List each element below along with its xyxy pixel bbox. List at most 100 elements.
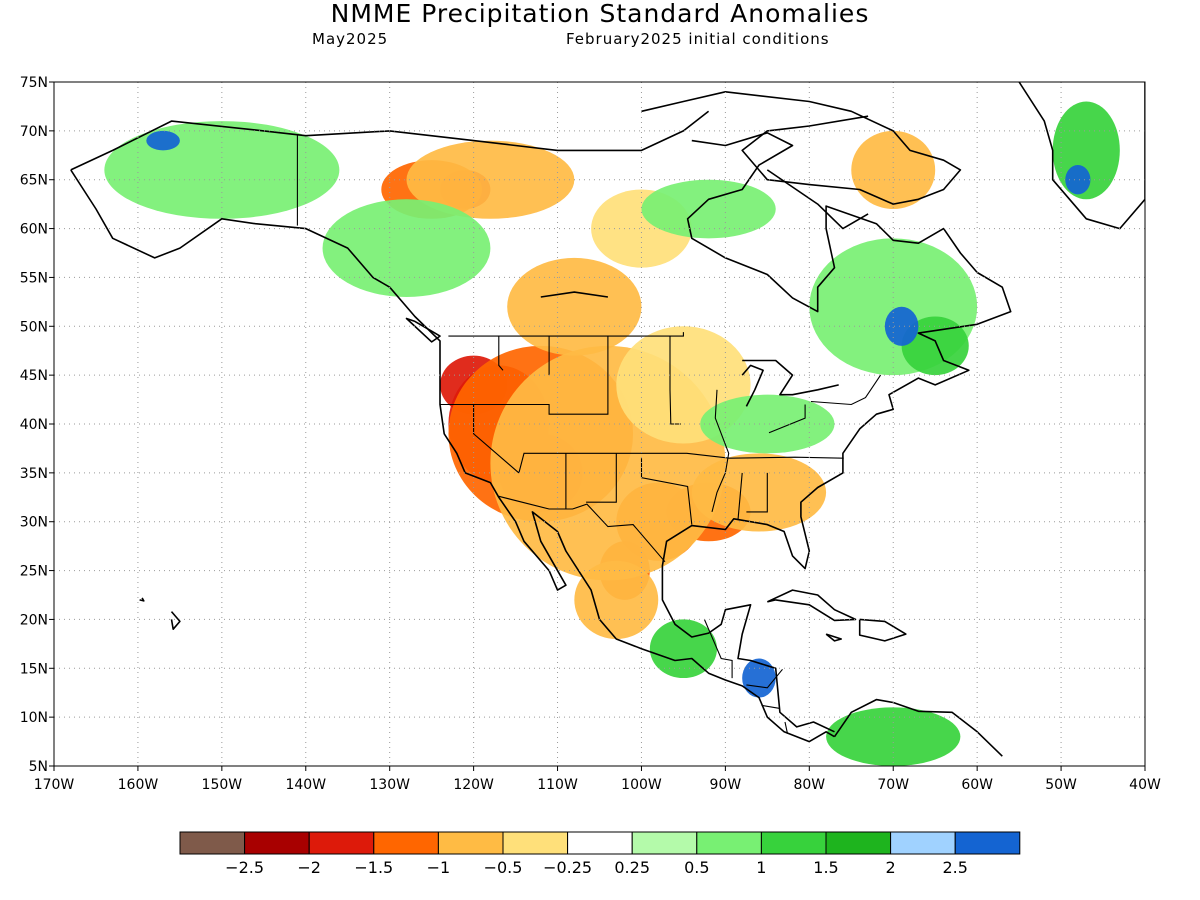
- lon-tick-label: 170W: [34, 777, 75, 793]
- lon-tick-label: 130W: [369, 777, 410, 793]
- anomaly-region-dry-light: [507, 257, 642, 356]
- lon-tick-label: 70W: [877, 777, 909, 793]
- colorbar-label: −0.5: [484, 858, 523, 877]
- anomaly-region-wet-strong: [1065, 165, 1091, 195]
- colorbar-swatch: [954, 831, 1021, 855]
- lat-tick-label: 25N: [20, 564, 48, 580]
- colorbar-swatch: [308, 831, 375, 855]
- colorbar-label: −0.25: [543, 858, 592, 877]
- coastline-segment: [70, 169, 835, 743]
- anomaly-region-wet-strong: [884, 306, 919, 346]
- anomaly-region-wet-light: [641, 179, 776, 239]
- political-boundary: [784, 721, 789, 734]
- colorbar-swatch: [437, 831, 504, 855]
- colorbar-label: 1.5: [813, 858, 838, 877]
- anomaly-region-dry-light: [851, 130, 936, 210]
- colorbar-swatch: [631, 831, 698, 855]
- coastline-segment: [661, 132, 1012, 733]
- anomaly-field: [104, 101, 1120, 766]
- lat-tick-label: 5N: [29, 759, 48, 775]
- coastline-segment: [766, 589, 857, 622]
- coastline-segment: [170, 611, 181, 630]
- lat-tick-label: 55N: [20, 270, 48, 286]
- anomaly-region-wet-light: [322, 199, 491, 297]
- coastline-segment: [766, 169, 869, 230]
- lat-tick-label: 70N: [20, 124, 48, 140]
- lat-tick-label: 15N: [20, 661, 48, 677]
- colorbar-label: −1.5: [354, 858, 393, 877]
- lat-tick-label: 50N: [20, 319, 48, 335]
- anomaly-region-wet-strong: [146, 130, 180, 151]
- political-boundary: [440, 336, 609, 415]
- political-boundary: [711, 389, 730, 513]
- political-boundary: [669, 336, 681, 425]
- colorbar-swatch: [244, 831, 310, 855]
- coastline-segment: [833, 698, 1003, 757]
- initial-conditions: February2025 initial conditions: [566, 30, 830, 48]
- lon-tick-label: 120W: [453, 777, 494, 793]
- anomaly-region-dry-light: [574, 560, 659, 639]
- political-boundary: [737, 472, 743, 520]
- coastline-segment: [641, 91, 962, 205]
- lat-tick-label: 75N: [20, 75, 48, 91]
- lon-tick-label: 60W: [961, 777, 993, 793]
- lon-tick-label: 160W: [118, 777, 159, 793]
- longitude-axis: 170W 160W 150W 140W 130W 120W 110W 100W 90W 80W 70…: [34, 766, 1161, 793]
- lon-tick-label: 140W: [285, 777, 326, 793]
- lat-tick-label: 60N: [20, 222, 48, 238]
- political-boundary: [768, 404, 806, 434]
- colorbar-swatch: [760, 831, 827, 855]
- lat-tick-label: 20N: [20, 612, 48, 628]
- lon-tick-label: 80W: [793, 777, 825, 793]
- colorbar-label: −2.5: [225, 858, 264, 877]
- anomaly-region-wet-moderate: [901, 316, 969, 376]
- political-boundary: [586, 453, 617, 503]
- coastline-segment: [139, 597, 145, 602]
- political-boundary: [498, 336, 504, 371]
- colorbar-label: 0.5: [684, 858, 709, 877]
- lat-tick-label: 35N: [20, 466, 48, 482]
- colorbar-swatch: [890, 831, 956, 855]
- anomaly-region-wet-moderate: [826, 707, 961, 766]
- colorbar-label: 2.5: [942, 858, 967, 877]
- coastline-segment: [540, 291, 609, 298]
- political-boundary: [473, 404, 520, 474]
- colorbar-swatch: [502, 831, 569, 855]
- political-boundary: [518, 452, 844, 474]
- graticule: [54, 82, 1145, 766]
- latitude-axis: 75N 70N 65N 60N 55N 50N 45N 40N 35N 30N 25N 20N 15N 1…: [20, 75, 54, 775]
- anomaly-region-wet-strong: [742, 658, 776, 698]
- anomaly-region-wet-light: [700, 394, 835, 454]
- colorbar: −2.5 −2 −1.5 −1 −0.5 −0.25 0.25 0.5 1 1.5 2 2.5: [179, 831, 1021, 877]
- political-boundary: [761, 704, 780, 709]
- colorbar-label: −1: [427, 858, 451, 877]
- colorbar-label: 2: [886, 858, 896, 877]
- target-month: May2025: [312, 30, 389, 48]
- colorbar-label: 1: [756, 858, 766, 877]
- lat-tick-label: 65N: [20, 173, 48, 189]
- coastline-segment: [405, 317, 441, 343]
- anomaly-region-wet-moderate: [649, 619, 717, 679]
- colorbar-label: 0.25: [614, 858, 650, 877]
- political-boundary: [746, 472, 768, 513]
- colorbar-label: −2: [297, 858, 321, 877]
- lat-tick-label: 45N: [20, 368, 48, 384]
- lon-tick-label: 150W: [202, 777, 243, 793]
- political-boundary: [746, 668, 783, 689]
- colorbar-swatch: [567, 831, 633, 855]
- colorbar-swatch: [179, 831, 246, 855]
- coastline-segment: [825, 633, 842, 642]
- political-boundary: [703, 619, 733, 679]
- political-boundary: [810, 374, 882, 406]
- political-boundary: [448, 332, 684, 337]
- colorbar-swatch: [373, 831, 439, 855]
- colorbar-swatch: [825, 831, 892, 855]
- lat-tick-label: 10N: [20, 710, 48, 726]
- lon-tick-label: 110W: [537, 777, 578, 793]
- colorbar-swatch: [696, 831, 762, 855]
- lon-tick-label: 50W: [1045, 777, 1077, 793]
- lat-tick-label: 40N: [20, 417, 48, 433]
- coastline-segment: [858, 618, 907, 642]
- map-title: NMME Precipitation Standard Anomalies: [330, 0, 870, 28]
